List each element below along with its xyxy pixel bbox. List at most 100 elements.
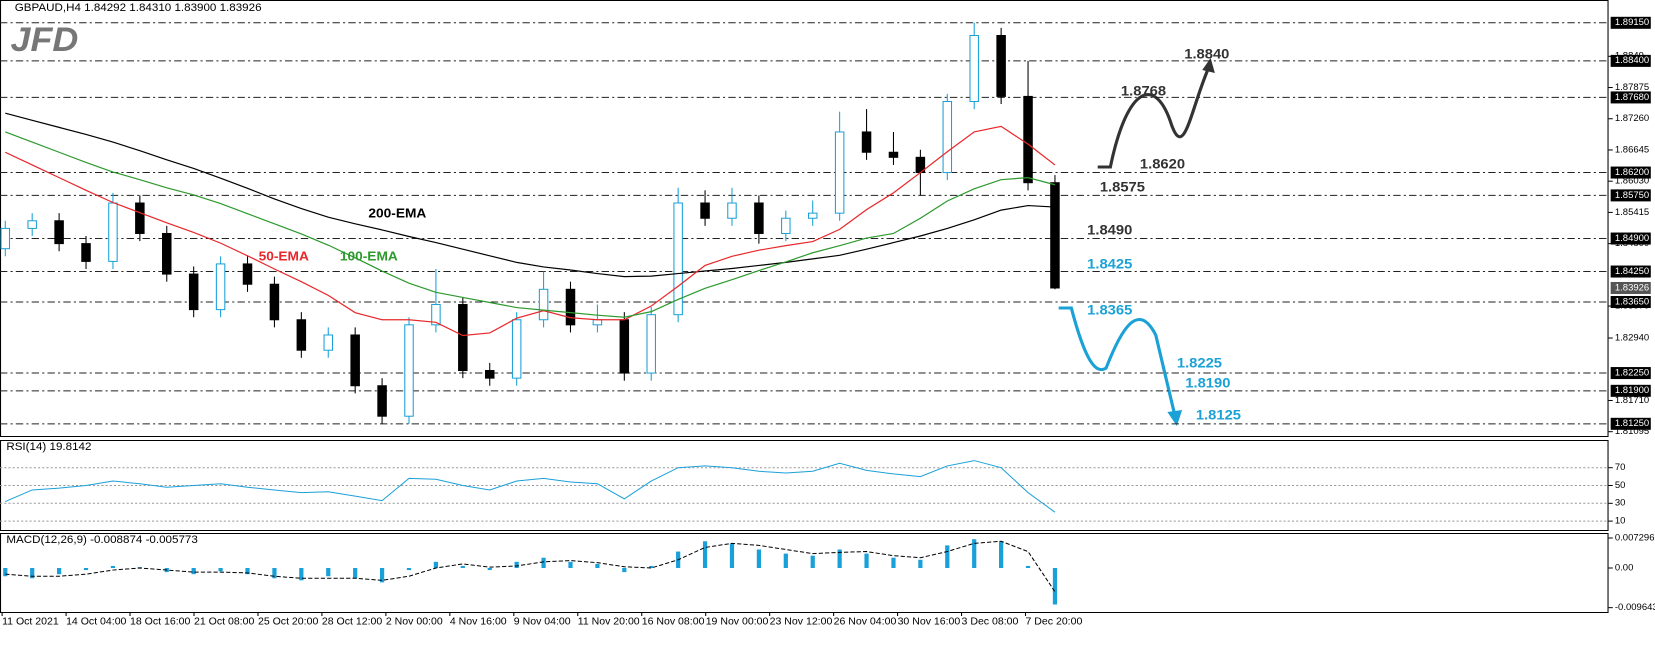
signal-line <box>5 540 1056 593</box>
ema-label: 200-EMA <box>368 206 426 221</box>
annotation: 1.8125 <box>1196 408 1241 424</box>
x-tick-label: 23 Nov 12:00 <box>770 617 833 628</box>
x-tick-label: 3 Dec 08:00 <box>962 617 1019 628</box>
macd-bar <box>1052 568 1058 605</box>
x-tick-label: 9 Nov 04:00 <box>514 617 571 628</box>
candle-body <box>162 232 172 275</box>
y-tick-label: 10 <box>1615 516 1626 526</box>
y-tick-label: 1.82940 <box>1615 333 1649 343</box>
macd-bar <box>191 568 196 575</box>
candle-body <box>754 202 764 234</box>
x-tick-label: 26 Nov 04:00 <box>834 617 897 628</box>
chart-title: GBPAUD,H4 1.84292 1.84310 1.83900 1.8392… <box>15 2 262 14</box>
x-tick-label: 14 Oct 04:00 <box>66 617 127 628</box>
x-tick-label: 21 Oct 08:00 <box>194 617 255 628</box>
y-tick-label: -0.009643 <box>1615 602 1655 612</box>
macd-bar <box>326 568 331 577</box>
macd-bar <box>999 541 1004 569</box>
candle-body <box>377 385 387 417</box>
macd-bar <box>891 557 896 569</box>
macd-bar <box>783 553 788 569</box>
marks: 1.88491.878751.872601.866451.860301.8541… <box>0 16 1655 628</box>
rsi-title: RSI(14) 19.8142 <box>6 441 91 453</box>
logo: JFD <box>11 21 79 59</box>
candle-body <box>969 35 979 102</box>
x-tick-label: 18 Oct 16:00 <box>130 617 191 628</box>
macd-bar <box>245 568 250 575</box>
macd-bar <box>837 549 842 569</box>
annotation: 1.8365 <box>1087 303 1132 319</box>
macd-bar <box>541 557 546 569</box>
candle-body <box>296 319 307 351</box>
candle-body <box>807 212 818 219</box>
ema-label: 100-EMA <box>340 249 398 264</box>
candle-body <box>538 288 549 321</box>
candle-body <box>350 334 360 387</box>
macd-bar <box>30 568 35 579</box>
macd-bar <box>218 568 223 572</box>
y-tick-label: 1.86645 <box>1615 145 1649 155</box>
candle-body <box>511 319 522 379</box>
candle-body <box>323 334 334 351</box>
rsi-line <box>5 460 1056 513</box>
ema-label: 50-EMA <box>259 249 310 264</box>
level-label-bg <box>1610 189 1651 202</box>
candle-body <box>458 304 468 372</box>
y-tick-label: 0.00 <box>1615 563 1633 573</box>
candle-body <box>619 319 630 374</box>
y-tick-label: 1.85415 <box>1615 207 1649 217</box>
bullish-scenario-arrow <box>1097 67 1210 169</box>
macd-bar <box>299 568 304 581</box>
y-tick-label: 1.86030 <box>1615 176 1649 186</box>
candle-body <box>942 100 953 174</box>
candle-body <box>781 217 791 234</box>
annotation: 1.8575 <box>1100 180 1145 196</box>
candle-body <box>888 151 899 158</box>
x-tick-label: 19 Nov 00:00 <box>706 617 769 628</box>
current-price-bg <box>1610 281 1651 294</box>
macd-bar <box>729 543 735 569</box>
macd-bar <box>83 568 89 571</box>
candle-body <box>0 227 11 250</box>
macd-bar <box>514 561 519 569</box>
annotation: 1.8225 <box>1177 356 1222 372</box>
x-tick-label: 4 Nov 16:00 <box>450 617 507 628</box>
x-tick-label: 30 Nov 16:00 <box>898 617 961 628</box>
ema-line <box>5 112 1055 278</box>
candle-body <box>996 35 1006 97</box>
candle-body <box>215 263 226 311</box>
macd-bar <box>756 549 762 569</box>
candle-body <box>1050 182 1060 289</box>
y-tick-label: 1.81710 <box>1615 395 1649 405</box>
macd-bar <box>56 568 62 575</box>
level-label-bg <box>1610 265 1651 278</box>
level-label: 1.88400 <box>1615 55 1649 65</box>
candle-body <box>54 220 64 245</box>
x-tick-label: 2 Nov 00:00 <box>386 617 443 628</box>
macd-bar <box>702 541 708 569</box>
macd-bar <box>110 565 116 569</box>
y-tick-label: 70 <box>1615 462 1626 472</box>
level-label-bg <box>1610 417 1651 430</box>
y-tick-label: 30 <box>1615 498 1626 508</box>
macd-bar <box>649 565 654 569</box>
level-label: 1.84250 <box>1615 266 1649 276</box>
candle-body <box>834 131 845 214</box>
macd-bar <box>972 539 977 569</box>
annotation: 1.8620 <box>1140 157 1185 173</box>
x-tick-label: 11 Nov 20:00 <box>578 617 640 628</box>
candle-body <box>484 370 495 379</box>
candle-body <box>727 202 737 219</box>
candle-body <box>242 263 253 285</box>
candle-body <box>81 243 91 262</box>
macd-bar <box>379 568 385 583</box>
macd-bar <box>353 568 358 579</box>
level-label: 1.82250 <box>1615 368 1649 378</box>
macd-bar <box>1025 565 1031 569</box>
y-tick-label: 50 <box>1615 480 1626 490</box>
price-pane <box>0 0 1609 437</box>
y-tick-label: 1.81095 <box>1615 426 1649 436</box>
macd-bar <box>945 545 950 569</box>
